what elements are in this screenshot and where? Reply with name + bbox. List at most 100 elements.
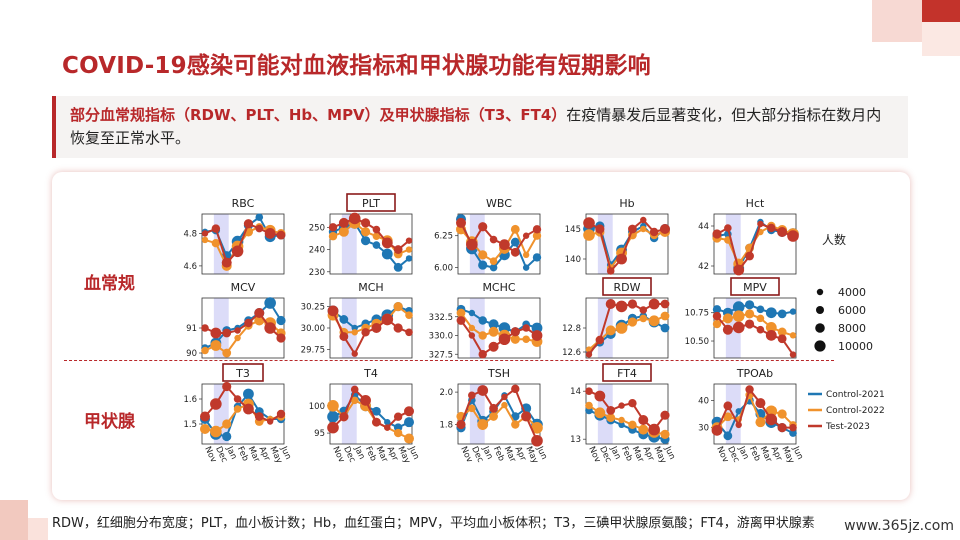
- group-label-thyroid: 甲状腺: [84, 412, 135, 432]
- data-point: [628, 224, 637, 234]
- data-point: [532, 225, 542, 234]
- data-point: [532, 253, 542, 262]
- subplot-hb: Hb 145 140: [565, 197, 670, 275]
- data-point: [488, 326, 499, 337]
- data-point: [350, 396, 359, 405]
- y-tick-label: 12.8: [562, 324, 581, 334]
- data-point: [531, 421, 543, 434]
- data-point: [510, 237, 520, 247]
- data-point: [711, 424, 723, 436]
- y-tick-label: 44: [698, 222, 709, 232]
- corner-decoration: [28, 518, 48, 540]
- data-point: [393, 262, 403, 272]
- data-point: [789, 308, 797, 315]
- data-point: [723, 412, 733, 422]
- data-point: [660, 429, 670, 439]
- data-point: [371, 323, 382, 333]
- data-point: [405, 237, 413, 244]
- data-point: [648, 423, 660, 436]
- data-point: [649, 227, 659, 237]
- data-point: [211, 224, 221, 233]
- watermark: www.365jz.com: [844, 518, 954, 534]
- data-point: [756, 305, 765, 314]
- data-point: [585, 351, 593, 358]
- y-tick-label: 230: [309, 268, 325, 278]
- data-point: [243, 388, 254, 400]
- data-point: [264, 322, 276, 334]
- data-point: [200, 411, 210, 422]
- data-point: [372, 406, 381, 416]
- y-tick-label: 2.0: [439, 388, 453, 398]
- subplot-title: T4: [363, 367, 378, 380]
- data-point: [478, 260, 488, 270]
- data-point: [522, 251, 530, 259]
- y-tick-label: 4.8: [183, 229, 197, 239]
- subplot-title: T3: [235, 367, 250, 380]
- data-point: [511, 420, 520, 429]
- data-point: [640, 216, 647, 224]
- data-point: [789, 351, 797, 358]
- series-legend: Control-2021 Control-2022 Test-2023: [808, 390, 885, 432]
- data-point: [350, 385, 359, 394]
- title-highlight-box: [602, 363, 652, 382]
- data-point: [722, 324, 733, 335]
- y-tick-label: 330.0: [429, 332, 453, 342]
- data-point: [405, 311, 413, 319]
- data-point: [201, 324, 209, 332]
- data-point: [393, 301, 403, 312]
- data-point: [606, 413, 616, 422]
- data-point: [735, 421, 742, 429]
- data-point: [489, 235, 498, 244]
- y-tick-label: 14: [570, 387, 581, 397]
- data-point: [456, 217, 466, 228]
- title-highlight-box: [346, 193, 396, 212]
- data-point: [628, 420, 637, 429]
- y-tick-label: 6.00: [434, 264, 453, 274]
- footnote: RDW，红细胞分布宽度；PLT，血小板计数；Hb，血红蛋白；MPV，平均血小板体…: [52, 516, 815, 531]
- series-legend-label: Test-2023: [825, 422, 870, 432]
- size-legend-title: 人数: [822, 232, 846, 247]
- data-point: [618, 421, 625, 428]
- subplot-wbc: WBC 6.25 6.00: [434, 197, 542, 275]
- data-point: [276, 230, 286, 240]
- data-point: [276, 333, 286, 343]
- data-point: [488, 319, 499, 330]
- data-point: [489, 403, 498, 413]
- y-tick-label: 332.5: [429, 313, 453, 323]
- data-point: [266, 418, 274, 425]
- data-point: [233, 395, 242, 403]
- data-point: [732, 310, 745, 322]
- data-point: [628, 399, 637, 408]
- data-point: [384, 418, 391, 426]
- subplot-title: WBC: [486, 197, 512, 210]
- data-point: [381, 237, 393, 249]
- data-point: [456, 316, 466, 325]
- data-point: [744, 319, 755, 329]
- subplot-frame: [201, 213, 285, 275]
- data-point: [648, 315, 660, 327]
- size-legend-marker: [815, 323, 825, 333]
- y-tick-label: 145: [565, 225, 581, 235]
- data-point: [605, 325, 616, 336]
- subplot-frame: [329, 213, 413, 275]
- data-point: [765, 413, 778, 426]
- data-point: [510, 334, 520, 344]
- data-point: [327, 410, 339, 423]
- data-point: [456, 419, 466, 430]
- data-point: [255, 213, 264, 222]
- data-point: [735, 408, 742, 415]
- data-point: [234, 327, 241, 334]
- data-point: [712, 311, 722, 321]
- series-legend-label: Control-2022: [826, 406, 885, 416]
- data-point: [468, 332, 476, 339]
- title-highlight-box: [730, 277, 780, 296]
- data-point: [756, 325, 765, 334]
- data-point: [327, 400, 339, 412]
- data-point: [201, 230, 209, 237]
- data-point: [210, 425, 222, 438]
- data-point: [501, 393, 508, 401]
- subplot-frame: [713, 213, 797, 275]
- outbreak-band: [341, 298, 357, 358]
- y-tick-label: 10.50: [685, 337, 709, 347]
- data-point: [338, 217, 349, 228]
